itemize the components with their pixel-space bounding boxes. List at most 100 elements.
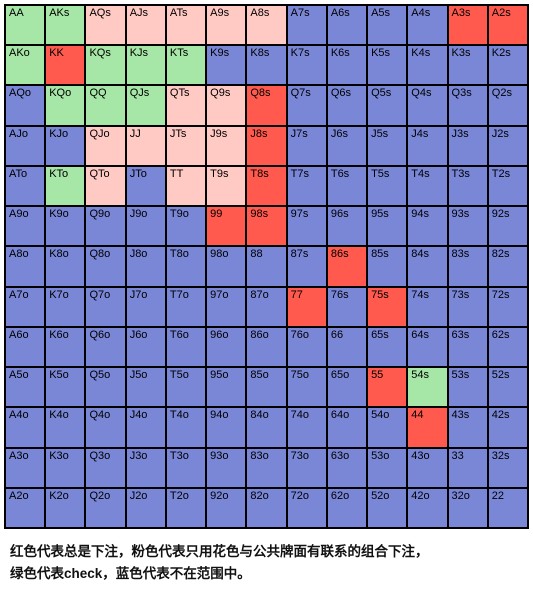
hand-cell-KQo: KQo — [45, 85, 85, 125]
hand-cell-65o: 65o — [327, 367, 367, 407]
hand-cell-Q2o: Q2o — [85, 488, 125, 528]
hand-cell-T7s: T7s — [287, 166, 327, 206]
hand-cell-J3s: J3s — [448, 126, 488, 166]
hand-cell-66: 66 — [327, 327, 367, 367]
hand-cell-T2o: T2o — [166, 488, 206, 528]
hand-cell-73s: 73s — [448, 287, 488, 327]
hand-cell-44: 44 — [407, 407, 447, 447]
hand-cell-T3s: T3s — [448, 166, 488, 206]
hand-cell-J5s: J5s — [367, 126, 407, 166]
legend-text: 红色代表总是下注，粉色代表只用花色与公共牌面有联系的组合下注， 绿色代表chec… — [4, 539, 529, 586]
hand-cell-AQo: AQo — [5, 85, 45, 125]
hand-cell-T8o: T8o — [166, 246, 206, 286]
hand-cell-64o: 64o — [327, 407, 367, 447]
hand-cell-93s: 93s — [448, 206, 488, 246]
hand-cell-92o: 92o — [206, 488, 246, 528]
hand-cell-42o: 42o — [407, 488, 447, 528]
hand-cell-77: 77 — [287, 287, 327, 327]
hand-cell-KK: KK — [45, 45, 85, 85]
hand-cell-33: 33 — [448, 448, 488, 488]
hand-cell-K8o: K8o — [45, 246, 85, 286]
hand-cell-K9o: K9o — [45, 206, 85, 246]
hand-cell-Q8s: Q8s — [246, 85, 286, 125]
hand-cell-74o: 74o — [287, 407, 327, 447]
legend-line-2: 绿色代表check，蓝色代表不在范围中。 — [10, 566, 251, 581]
hand-cell-Q8o: Q8o — [85, 246, 125, 286]
hand-cell-73o: 73o — [287, 448, 327, 488]
hand-cell-62s: 62s — [488, 327, 528, 367]
hand-cell-95o: 95o — [206, 367, 246, 407]
hand-cell-K4s: K4s — [407, 45, 447, 85]
poker-range-grid: AAAKsAQsAJsATsA9sA8sA7sA6sA5sA4sA3sA2sAK… — [4, 4, 529, 529]
hand-cell-A5s: A5s — [367, 5, 407, 45]
hand-cell-74s: 74s — [407, 287, 447, 327]
hand-cell-A4o: A4o — [5, 407, 45, 447]
hand-cell-J8s: J8s — [246, 126, 286, 166]
hand-cell-64s: 64s — [407, 327, 447, 367]
hand-cell-J3o: J3o — [126, 448, 166, 488]
hand-cell-A6o: A6o — [5, 327, 45, 367]
hand-cell-Q7s: Q7s — [287, 85, 327, 125]
hand-cell-T5s: T5s — [367, 166, 407, 206]
hand-cell-K7s: K7s — [287, 45, 327, 85]
hand-cell-82o: 82o — [246, 488, 286, 528]
hand-cell-JTo: JTo — [126, 166, 166, 206]
hand-cell-Q7o: Q7o — [85, 287, 125, 327]
hand-cell-65s: 65s — [367, 327, 407, 367]
hand-cell-96o: 96o — [206, 327, 246, 367]
hand-cell-AJs: AJs — [126, 5, 166, 45]
hand-cell-95s: 95s — [367, 206, 407, 246]
hand-cell-T8s: T8s — [246, 166, 286, 206]
hand-cell-54o: 54o — [367, 407, 407, 447]
hand-cell-52s: 52s — [488, 367, 528, 407]
hand-cell-T6o: T6o — [166, 327, 206, 367]
hand-cell-97o: 97o — [206, 287, 246, 327]
hand-cell-94s: 94s — [407, 206, 447, 246]
hand-cell-A9o: A9o — [5, 206, 45, 246]
hand-cell-AKo: AKo — [5, 45, 45, 85]
hand-cell-KTs: KTs — [166, 45, 206, 85]
hand-cell-A7o: A7o — [5, 287, 45, 327]
hand-cell-JJ: JJ — [126, 126, 166, 166]
hand-cell-Q5o: Q5o — [85, 367, 125, 407]
hand-cell-97s: 97s — [287, 206, 327, 246]
hand-cell-A8s: A8s — [246, 5, 286, 45]
hand-cell-Q9s: Q9s — [206, 85, 246, 125]
hand-cell-AQs: AQs — [85, 5, 125, 45]
hand-cell-AKs: AKs — [45, 5, 85, 45]
hand-cell-32s: 32s — [488, 448, 528, 488]
hand-cell-K6s: K6s — [327, 45, 367, 85]
hand-cell-K9s: K9s — [206, 45, 246, 85]
hand-cell-43o: 43o — [407, 448, 447, 488]
hand-cell-ATs: ATs — [166, 5, 206, 45]
hand-cell-53o: 53o — [367, 448, 407, 488]
hand-cell-QJo: QJo — [85, 126, 125, 166]
hand-cell-K3o: K3o — [45, 448, 85, 488]
hand-cell-Q5s: Q5s — [367, 85, 407, 125]
hand-cell-K5s: K5s — [367, 45, 407, 85]
hand-cell-J7o: J7o — [126, 287, 166, 327]
hand-cell-ATo: ATo — [5, 166, 45, 206]
hand-cell-T4s: T4s — [407, 166, 447, 206]
hand-cell-T9s: T9s — [206, 166, 246, 206]
hand-cell-85o: 85o — [246, 367, 286, 407]
hand-cell-72o: 72o — [287, 488, 327, 528]
hand-cell-76s: 76s — [327, 287, 367, 327]
hand-cell-87s: 87s — [287, 246, 327, 286]
hand-cell-QTs: QTs — [166, 85, 206, 125]
hand-cell-QJs: QJs — [126, 85, 166, 125]
hand-cell-86o: 86o — [246, 327, 286, 367]
hand-cell-JTs: JTs — [166, 126, 206, 166]
hand-cell-AA: AA — [5, 5, 45, 45]
hand-cell-22: 22 — [488, 488, 528, 528]
hand-cell-A2s: A2s — [488, 5, 528, 45]
hand-cell-98o: 98o — [206, 246, 246, 286]
hand-cell-53s: 53s — [448, 367, 488, 407]
hand-cell-83o: 83o — [246, 448, 286, 488]
hand-cell-J8o: J8o — [126, 246, 166, 286]
hand-cell-A9s: A9s — [206, 5, 246, 45]
hand-cell-75o: 75o — [287, 367, 327, 407]
hand-cell-KQs: KQs — [85, 45, 125, 85]
hand-cell-A6s: A6s — [327, 5, 367, 45]
hand-cell-84o: 84o — [246, 407, 286, 447]
